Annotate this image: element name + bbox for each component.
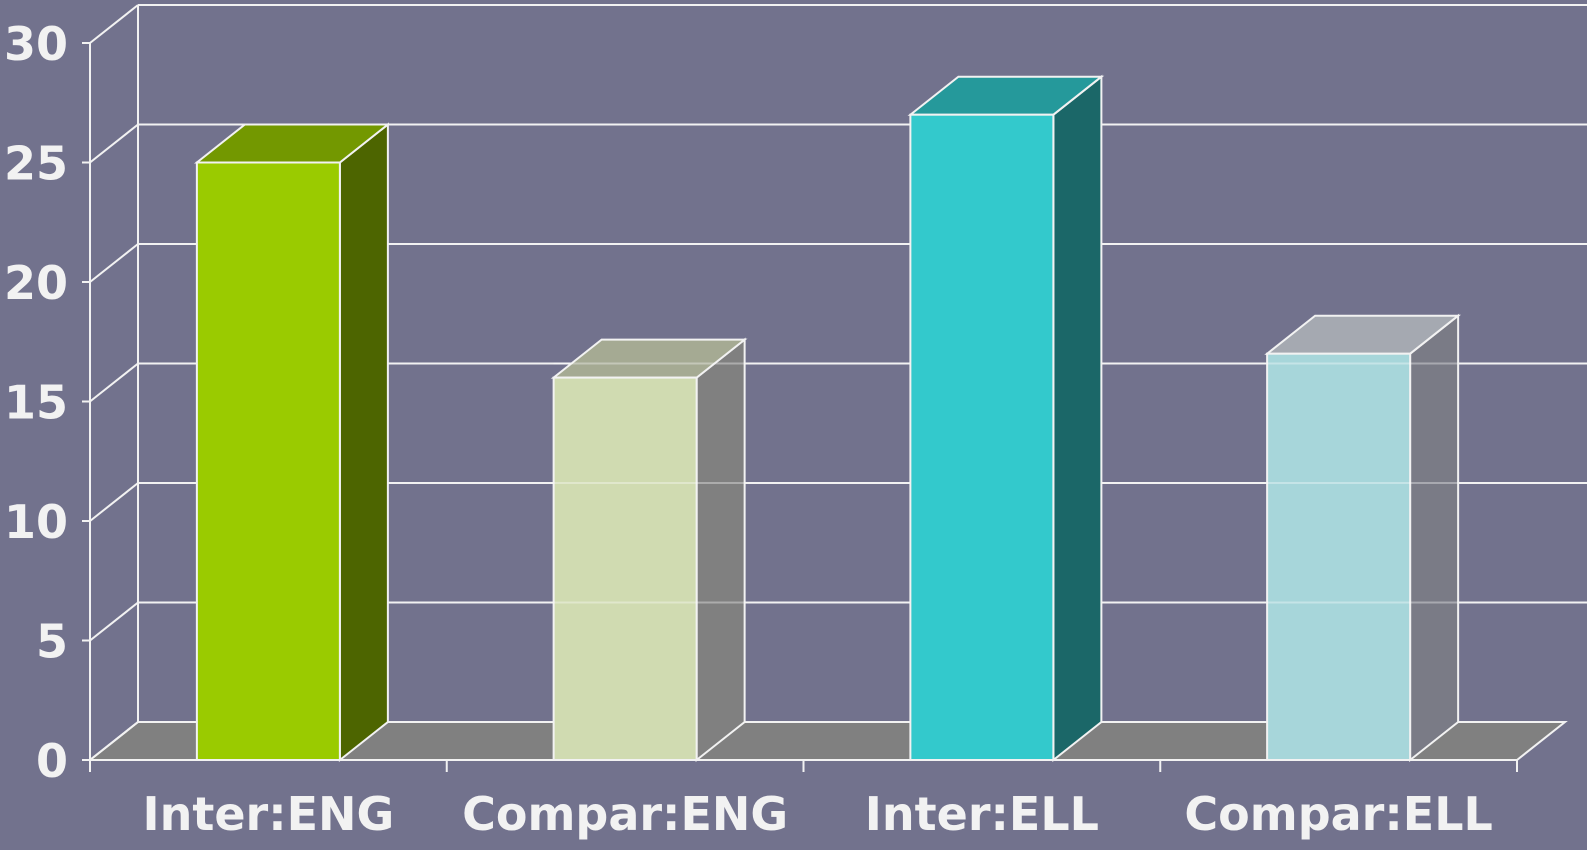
bars [194, 74, 1461, 763]
y-axis-labels: 0 5 10 15 20 25 30 [4, 17, 68, 788]
side-wall-line [89, 482, 139, 522]
bar-side [338, 122, 389, 763]
x-tick-label: Compar:ELL [1184, 787, 1492, 841]
side-wall-line [89, 721, 139, 761]
bar-side [695, 337, 746, 763]
side-wall-line [89, 4, 139, 44]
x-tick-label: Compar:ENG [462, 787, 788, 841]
x-tick-label: Inter:ELL [865, 787, 1099, 841]
side-wall-line [89, 123, 139, 164]
side-wall-line [89, 243, 139, 283]
bar-side [1052, 74, 1103, 763]
y-tick-label: 25 [4, 137, 68, 191]
side-wall-line [89, 601, 139, 642]
y-tick-label: 10 [4, 495, 68, 549]
y-tick-label: 15 [4, 376, 68, 430]
x-axis-labels: Inter:ENG Compar:ENG Inter:ELL Compar:ELL [142, 787, 1492, 841]
y-tick-label: 20 [4, 256, 68, 310]
x-tick-label: Inter:ENG [142, 787, 394, 841]
y-tick-label: 30 [4, 17, 68, 71]
bar-side [1409, 313, 1460, 763]
y-tick-label: 5 [36, 615, 68, 669]
bar [195, 161, 341, 761]
bar [552, 376, 698, 761]
bar [1266, 352, 1412, 761]
y-tick-label: 0 [36, 734, 68, 788]
bar [909, 113, 1055, 761]
side-wall-line [89, 362, 139, 403]
